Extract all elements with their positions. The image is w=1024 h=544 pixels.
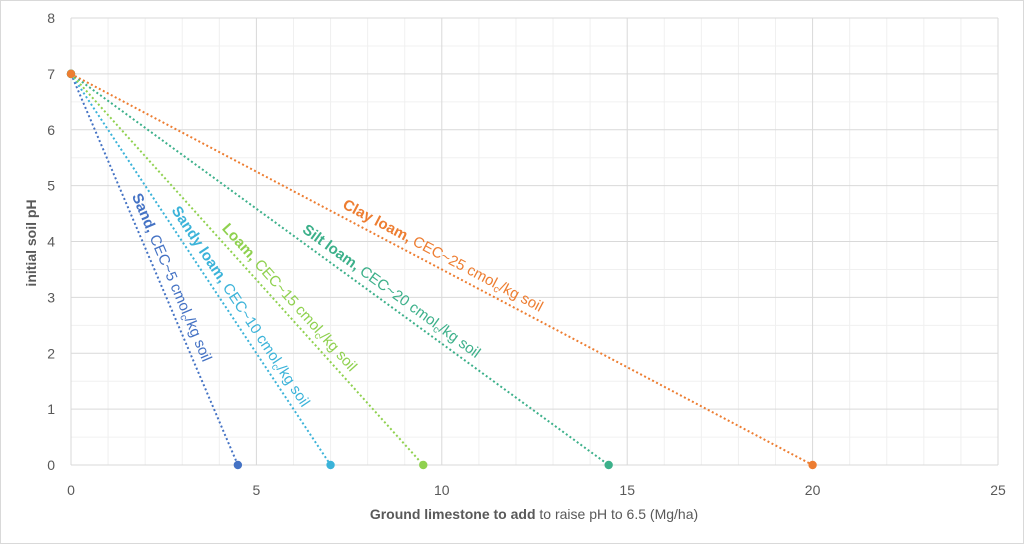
series-label: Clay loam, CEC~25 cmolc/kg soil xyxy=(339,196,546,317)
series-line xyxy=(70,73,332,466)
x-axis-title-rest: to raise pH to 6.5 (Mg/ha) xyxy=(536,506,699,522)
x-axis-title-bold: Ground limestone to add xyxy=(370,506,536,522)
y-tick-label: 6 xyxy=(47,122,55,138)
series-label-subscript: c xyxy=(430,324,441,336)
data-point xyxy=(808,460,817,470)
series-label-subscript: c xyxy=(491,283,501,295)
y-tick-label: 1 xyxy=(47,401,55,417)
series-line xyxy=(70,73,239,466)
data-point xyxy=(604,460,613,470)
data-point xyxy=(326,460,335,470)
x-axis-ticks: 0 5 10 15 20 25 xyxy=(67,482,1006,498)
x-tick-label: 15 xyxy=(619,482,635,498)
y-tick-label: 0 xyxy=(47,457,55,473)
y-tick-label: 2 xyxy=(47,345,55,361)
series-points xyxy=(66,69,817,470)
series-label-bold: Sand, xyxy=(128,191,160,235)
y-tick-label: 4 xyxy=(47,234,55,250)
series-label-tail: /kg soil xyxy=(497,279,546,316)
y-tick-label: 8 xyxy=(47,10,55,26)
series-label-subscript: c xyxy=(311,331,323,342)
series-lines xyxy=(70,72,814,466)
x-tick-label: 10 xyxy=(434,482,450,498)
series-line xyxy=(70,72,814,466)
series-line xyxy=(70,73,610,466)
series-label-rest: CEC~20 cmol xyxy=(353,260,442,331)
x-tick-label: 0 xyxy=(67,482,75,498)
series-label-tail: /kg soil xyxy=(181,315,215,365)
major-gridlines xyxy=(70,17,999,466)
series-label-tail: /kg soil xyxy=(316,329,360,375)
y-axis-title: initial soil pH xyxy=(23,199,39,286)
data-point xyxy=(66,69,76,79)
x-tick-label: 25 xyxy=(990,482,1006,498)
series-label-tail: /kg soil xyxy=(436,320,484,361)
series-label-subscript: c xyxy=(177,313,189,322)
data-point xyxy=(233,460,243,470)
x-axis-title: Ground limestone to add to raise pH to 6… xyxy=(370,506,698,522)
series-label: Sand, CEC~5 cmolc/kg soil xyxy=(126,191,215,365)
y-tick-label: 5 xyxy=(47,178,55,194)
x-tick-label: 5 xyxy=(253,482,261,498)
y-tick-label: 7 xyxy=(47,66,55,82)
y-axis-ticks: 0 1 2 3 4 5 6 7 8 xyxy=(47,10,55,473)
x-tick-label: 20 xyxy=(805,482,821,498)
series-label-rest: CEC~25 cmol xyxy=(406,231,500,291)
y-tick-label: 3 xyxy=(47,289,55,305)
series-label-subscript: c xyxy=(269,362,281,372)
data-point xyxy=(419,460,428,470)
